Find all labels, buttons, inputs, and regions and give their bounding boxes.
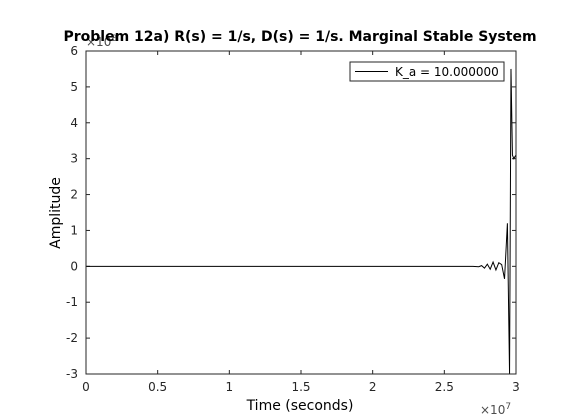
- plot-area: [86, 51, 516, 374]
- x-tick-label: 0.5: [148, 380, 167, 394]
- x-axis-label: Time (seconds): [246, 398, 354, 414]
- x-tick-label: 2.5: [435, 380, 454, 394]
- x-tick-label: 1.5: [291, 380, 310, 394]
- plot-frame: [85, 50, 517, 375]
- x-tick-label: 3: [512, 380, 520, 394]
- x-axis-ticks: 0 0.5 1 1.5 2 2.5 3: [82, 51, 520, 394]
- y-tick-label: -2: [66, 331, 78, 345]
- y-tick-label: 6: [70, 44, 78, 58]
- y-axis-label: Amplitude: [48, 177, 64, 249]
- x-tick-label: 2: [369, 380, 377, 394]
- y-exponent: ×108: [86, 34, 117, 49]
- chart-title: Problem 12a) R(s) = 1/s, D(s) = 1/s. Mar…: [63, 29, 536, 45]
- y-tick-label: 3: [70, 152, 78, 166]
- legend: K_a = 10.000000: [349, 61, 505, 82]
- x-tick-label: 0: [82, 380, 90, 394]
- y-tick-label: -1: [66, 295, 78, 309]
- y-axis-ticks: -3 -2 -1 0 1 2 3 4 5 6: [66, 44, 516, 381]
- x-exponent: ×107: [480, 402, 511, 417]
- y-tick-label: 5: [70, 80, 78, 94]
- y-tick-label: 1: [70, 223, 78, 237]
- legend-box: [349, 61, 505, 82]
- series-line-k-a: [86, 68, 517, 375]
- y-tick-label: 2: [70, 188, 78, 202]
- y-tick-label: -3: [66, 367, 78, 381]
- y-tick-label: 0: [70, 259, 78, 273]
- x-tick-label: 1: [226, 380, 234, 394]
- y-tick-label: 4: [70, 116, 78, 130]
- legend-entry-label: K_a = 10.000000: [395, 65, 499, 79]
